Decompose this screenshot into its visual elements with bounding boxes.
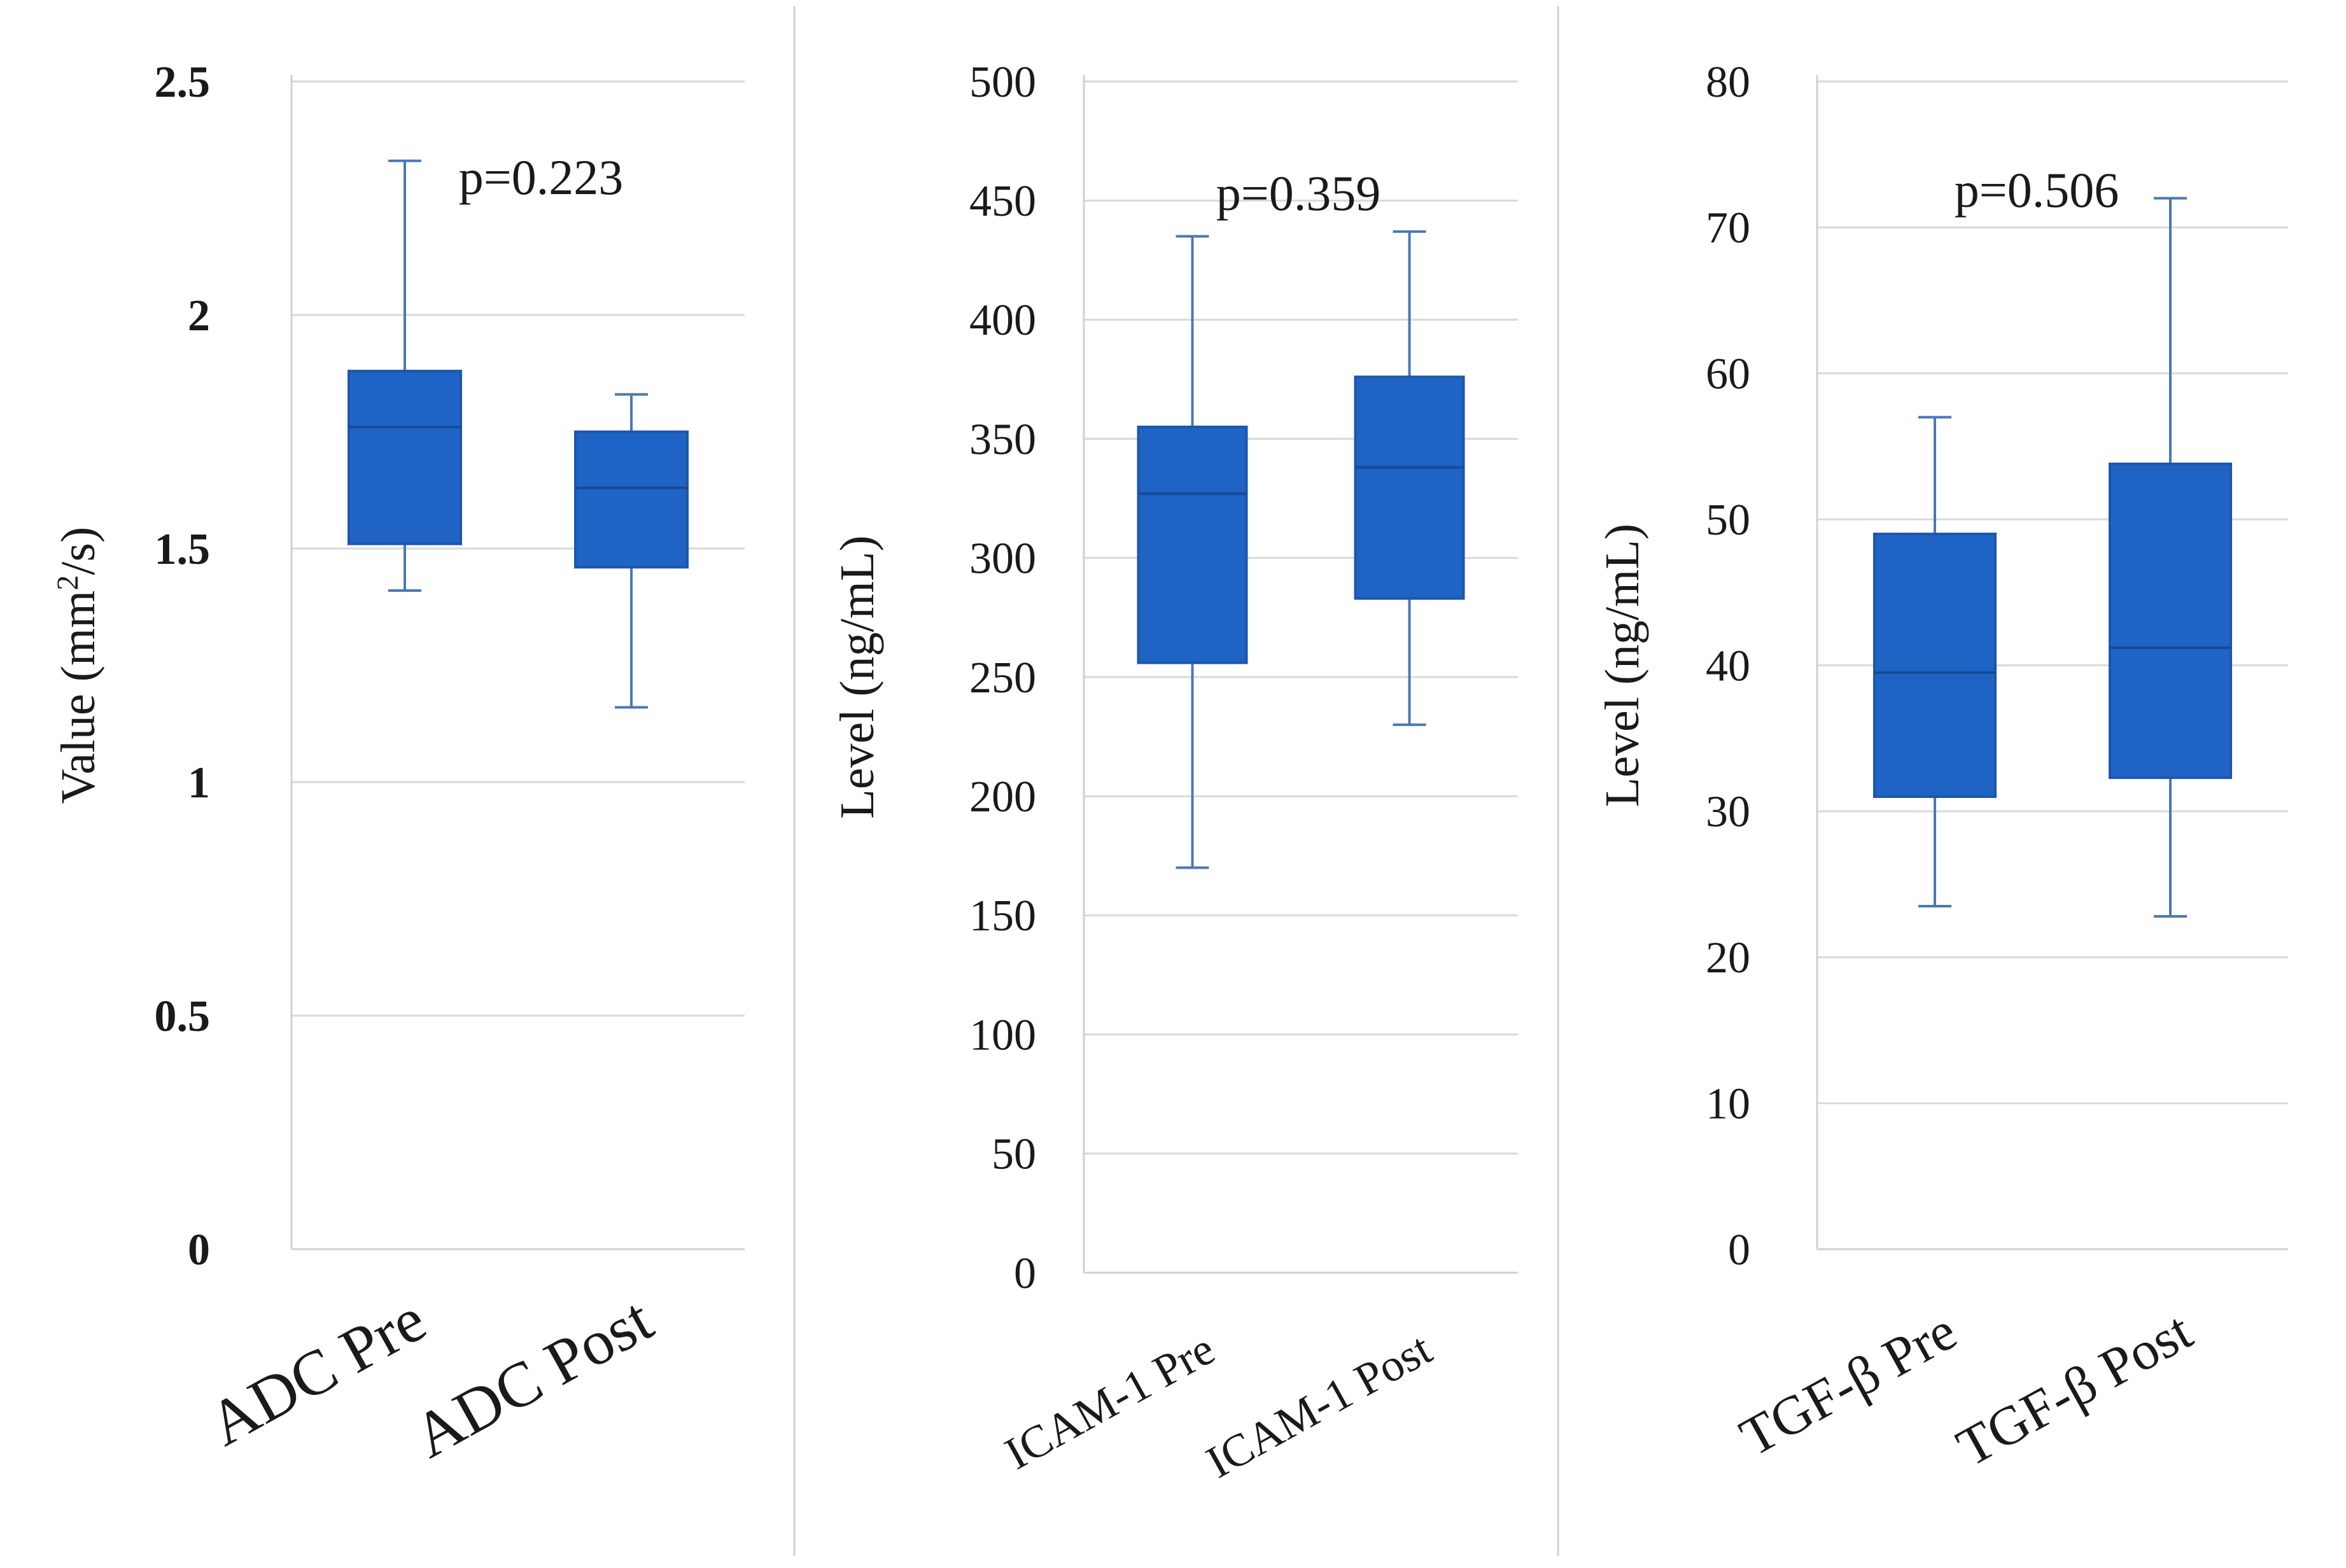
x-category-label: ICAM-1 Pre <box>997 1323 1223 1479</box>
y-tick-label: 2 <box>188 291 210 340</box>
box-iqr <box>1354 375 1465 600</box>
box-2: TGF-β Post <box>1947 197 2232 1478</box>
y-tick-label: 100 <box>969 1011 1036 1060</box>
y-axis-label-text: Level (ng/mL) <box>1596 524 1649 807</box>
y-tick-label: 0 <box>1728 1226 1750 1275</box>
y-tick-label: 50 <box>1706 496 1750 545</box>
y-axis-label-unit-end: /s) <box>52 527 105 575</box>
y-tick-label: 400 <box>969 296 1036 345</box>
y-tick-label: 200 <box>969 773 1036 822</box>
chart-panel-2: 0 50 100 150 200 250 300 350 400 450 500 Level (ng/… <box>831 58 1518 1488</box>
y-axis-label: Value (mm2/s) <box>51 527 105 804</box>
y-tick-label: 0 <box>188 1226 210 1275</box>
y-axis-label-superscript: 2 <box>51 575 85 591</box>
y-tick-label: 80 <box>1706 58 1750 107</box>
y-tick-label: 2.5 <box>155 58 211 107</box>
y-tick-label: 500 <box>969 58 1036 107</box>
y-tick-label: 20 <box>1706 934 1750 983</box>
box-iqr <box>348 370 462 545</box>
box-iqr <box>1137 425 1248 664</box>
chart-panel-3: 0 10 20 30 40 50 60 70 80 Level (ng/mL) TGF-β PreT… <box>1596 58 2288 1478</box>
y-tick-label: 40 <box>1706 641 1750 690</box>
x-category-label: ADC Post <box>402 1284 664 1471</box>
box-1: ADC Pre <box>197 159 462 1459</box>
box-2: ICAM-1 Post <box>1198 230 1465 1488</box>
y-axis-label-text: Value (mm <box>52 591 105 804</box>
y-tick-label: 30 <box>1706 788 1750 837</box>
y-tick-label: 450 <box>969 177 1036 226</box>
box-2: ADC Post <box>402 393 689 1471</box>
x-category-label: TGF-β Pre <box>1730 1300 1966 1468</box>
y-tick-label: 0.5 <box>155 992 211 1041</box>
y-tick-label: 0 <box>1014 1249 1036 1298</box>
box-1: TGF-β Pre <box>1730 416 1997 1468</box>
box-iqr <box>2109 462 2232 780</box>
y-tick-label: 250 <box>969 654 1036 703</box>
y-tick-label: 60 <box>1706 350 1750 399</box>
y-axis-label: Level (ng/mL) <box>1596 524 1649 807</box>
y-tick-label: 300 <box>969 535 1036 584</box>
box-iqr <box>574 430 689 569</box>
y-axis-label-text: Level (ng/mL) <box>831 535 884 818</box>
p-value-annotation: p=0.506 <box>1955 162 2119 218</box>
y-axis-label: Level (ng/mL) <box>831 535 884 818</box>
p-value-annotation: p=0.223 <box>459 150 624 205</box>
y-tick-label: 1 <box>188 759 210 808</box>
p-value-annotation: p=0.359 <box>1216 165 1381 221</box>
x-category-label: ICAM-1 Post <box>1198 1323 1440 1488</box>
y-tick-label: 50 <box>992 1130 1036 1179</box>
y-tick-label: 350 <box>969 415 1036 464</box>
y-tick-label: 10 <box>1706 1079 1750 1128</box>
y-tick-label: 70 <box>1706 204 1750 253</box>
y-tick-label: 1.5 <box>155 525 211 574</box>
y-tick-label: 150 <box>969 892 1036 941</box>
box-iqr <box>1873 533 1997 798</box>
x-category-label: ADC Pre <box>197 1284 437 1459</box>
x-category-label: TGF-β Post <box>1947 1300 2202 1478</box>
